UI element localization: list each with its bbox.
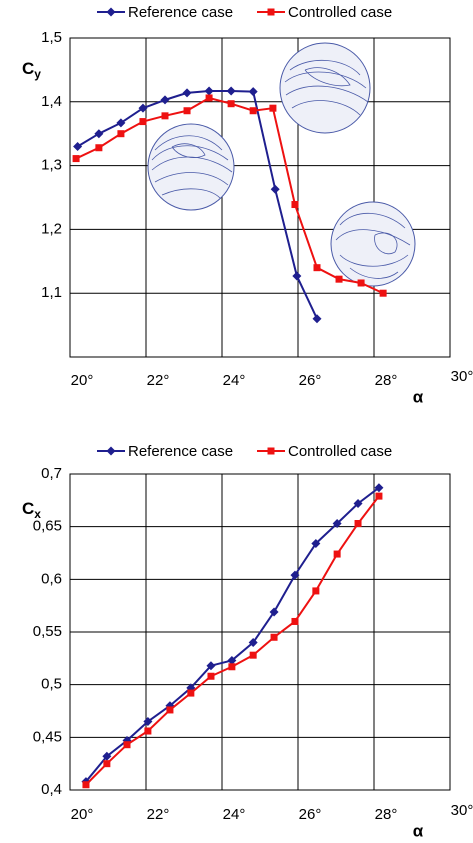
marker bbox=[290, 570, 300, 580]
marker bbox=[333, 550, 341, 558]
plot-frame bbox=[69, 37, 451, 358]
flow-picture bbox=[147, 123, 235, 211]
marker bbox=[139, 118, 147, 126]
x-tick-label: 26° bbox=[299, 372, 322, 389]
y-tick-label: 1,3 bbox=[41, 157, 62, 174]
marker bbox=[375, 492, 383, 500]
marker bbox=[95, 144, 103, 152]
x-tick-label: 24° bbox=[223, 806, 246, 823]
y-tick-label: 0,6 bbox=[41, 570, 62, 587]
marker bbox=[183, 107, 191, 115]
marker bbox=[161, 112, 169, 120]
marker bbox=[357, 279, 365, 287]
legend-label: Controlled case bbox=[288, 443, 392, 460]
y-tick-label: 0,65 bbox=[33, 518, 62, 535]
legend-marker bbox=[267, 447, 275, 455]
marker bbox=[204, 86, 214, 96]
marker bbox=[206, 661, 216, 671]
x-tick-label: 30° bbox=[451, 802, 473, 819]
marker bbox=[374, 483, 384, 493]
marker bbox=[332, 519, 342, 529]
marker bbox=[335, 275, 343, 283]
x-tick-label: 20° bbox=[71, 372, 94, 389]
marker bbox=[103, 760, 111, 768]
y-tick-label: 0,4 bbox=[41, 781, 62, 798]
y-tick-label: 1,4 bbox=[41, 93, 62, 110]
marker bbox=[292, 271, 302, 281]
y-tick-label: 1,5 bbox=[41, 29, 62, 46]
x-tick-label: 24° bbox=[223, 372, 246, 389]
marker bbox=[248, 638, 258, 648]
marker bbox=[312, 314, 322, 324]
series-line bbox=[77, 89, 318, 320]
marker bbox=[226, 86, 236, 96]
x-axis-label: α bbox=[413, 821, 424, 840]
legend-label: Controlled case bbox=[288, 4, 392, 21]
flow-pictures bbox=[147, 42, 416, 287]
legend-label: Reference case bbox=[128, 4, 233, 21]
flow-picture bbox=[279, 42, 371, 134]
marker bbox=[353, 498, 363, 508]
x-tick-label: 28° bbox=[375, 372, 398, 389]
marker bbox=[270, 633, 278, 641]
marker bbox=[270, 184, 280, 194]
x-tick-label: 26° bbox=[299, 806, 322, 823]
y-tick-label: 0,45 bbox=[33, 728, 62, 745]
marker bbox=[205, 94, 213, 102]
marker bbox=[116, 118, 126, 128]
y-axis-label: Cx bbox=[22, 499, 41, 521]
marker bbox=[82, 781, 90, 789]
x-axis-label: α bbox=[413, 387, 424, 406]
marker bbox=[313, 264, 321, 272]
marker bbox=[269, 607, 279, 617]
flow-picture bbox=[330, 201, 416, 287]
legend-marker bbox=[106, 7, 116, 17]
marker bbox=[291, 617, 299, 625]
marker bbox=[123, 741, 131, 749]
y-tick-label: 1,2 bbox=[41, 220, 62, 237]
marker bbox=[227, 100, 235, 108]
marker bbox=[160, 95, 170, 105]
marker bbox=[249, 107, 257, 115]
legend-marker bbox=[267, 8, 275, 16]
marker bbox=[207, 672, 215, 680]
y-tick-label: 0,7 bbox=[41, 465, 62, 482]
y-tick-label: 1,1 bbox=[41, 284, 62, 301]
marker bbox=[187, 689, 195, 697]
marker bbox=[102, 751, 112, 761]
marker bbox=[117, 130, 125, 138]
marker bbox=[138, 103, 148, 113]
marker bbox=[143, 717, 153, 727]
marker bbox=[72, 155, 80, 163]
marker bbox=[269, 104, 277, 112]
marker bbox=[312, 587, 320, 595]
x-tick-label: 22° bbox=[147, 806, 170, 823]
marker bbox=[249, 651, 257, 659]
marker bbox=[94, 129, 104, 139]
x-tick-label: 30° bbox=[451, 368, 473, 385]
y-tick-label: 0,5 bbox=[41, 676, 62, 693]
marker bbox=[144, 727, 152, 735]
y-axis-label: Cy bbox=[22, 59, 41, 81]
marker bbox=[311, 539, 321, 549]
marker bbox=[354, 520, 362, 528]
marker bbox=[379, 289, 387, 297]
marker bbox=[166, 706, 174, 714]
x-tick-label: 22° bbox=[147, 372, 170, 389]
x-tick-label: 20° bbox=[71, 806, 94, 823]
y-tick-label: 0,55 bbox=[33, 623, 62, 640]
x-tick-label: 28° bbox=[375, 806, 398, 823]
marker bbox=[227, 655, 237, 665]
marker bbox=[182, 88, 192, 98]
marker bbox=[291, 201, 299, 209]
legend-marker bbox=[106, 446, 116, 456]
marker bbox=[73, 141, 83, 151]
marker bbox=[228, 663, 236, 671]
legend-label: Reference case bbox=[128, 443, 233, 460]
data-layer: Cy α Reference case Controlled case Cx α Refer… bbox=[22, 4, 424, 841]
marker bbox=[248, 87, 258, 97]
